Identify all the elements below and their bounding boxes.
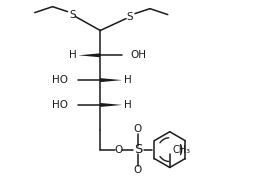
Text: HO: HO [52,100,69,110]
Text: HO: HO [52,75,69,85]
Text: OH: OH [130,50,146,60]
Text: O: O [134,165,142,175]
Text: CH₃: CH₃ [173,145,191,155]
Text: O: O [114,145,122,155]
Text: H: H [69,50,76,60]
Polygon shape [100,78,122,82]
Polygon shape [100,103,122,107]
Text: O: O [134,124,142,134]
Polygon shape [78,53,100,57]
Text: S: S [127,12,133,22]
Text: H: H [124,100,132,110]
Text: S: S [69,10,76,20]
Text: S: S [134,143,142,156]
Text: H: H [124,75,132,85]
